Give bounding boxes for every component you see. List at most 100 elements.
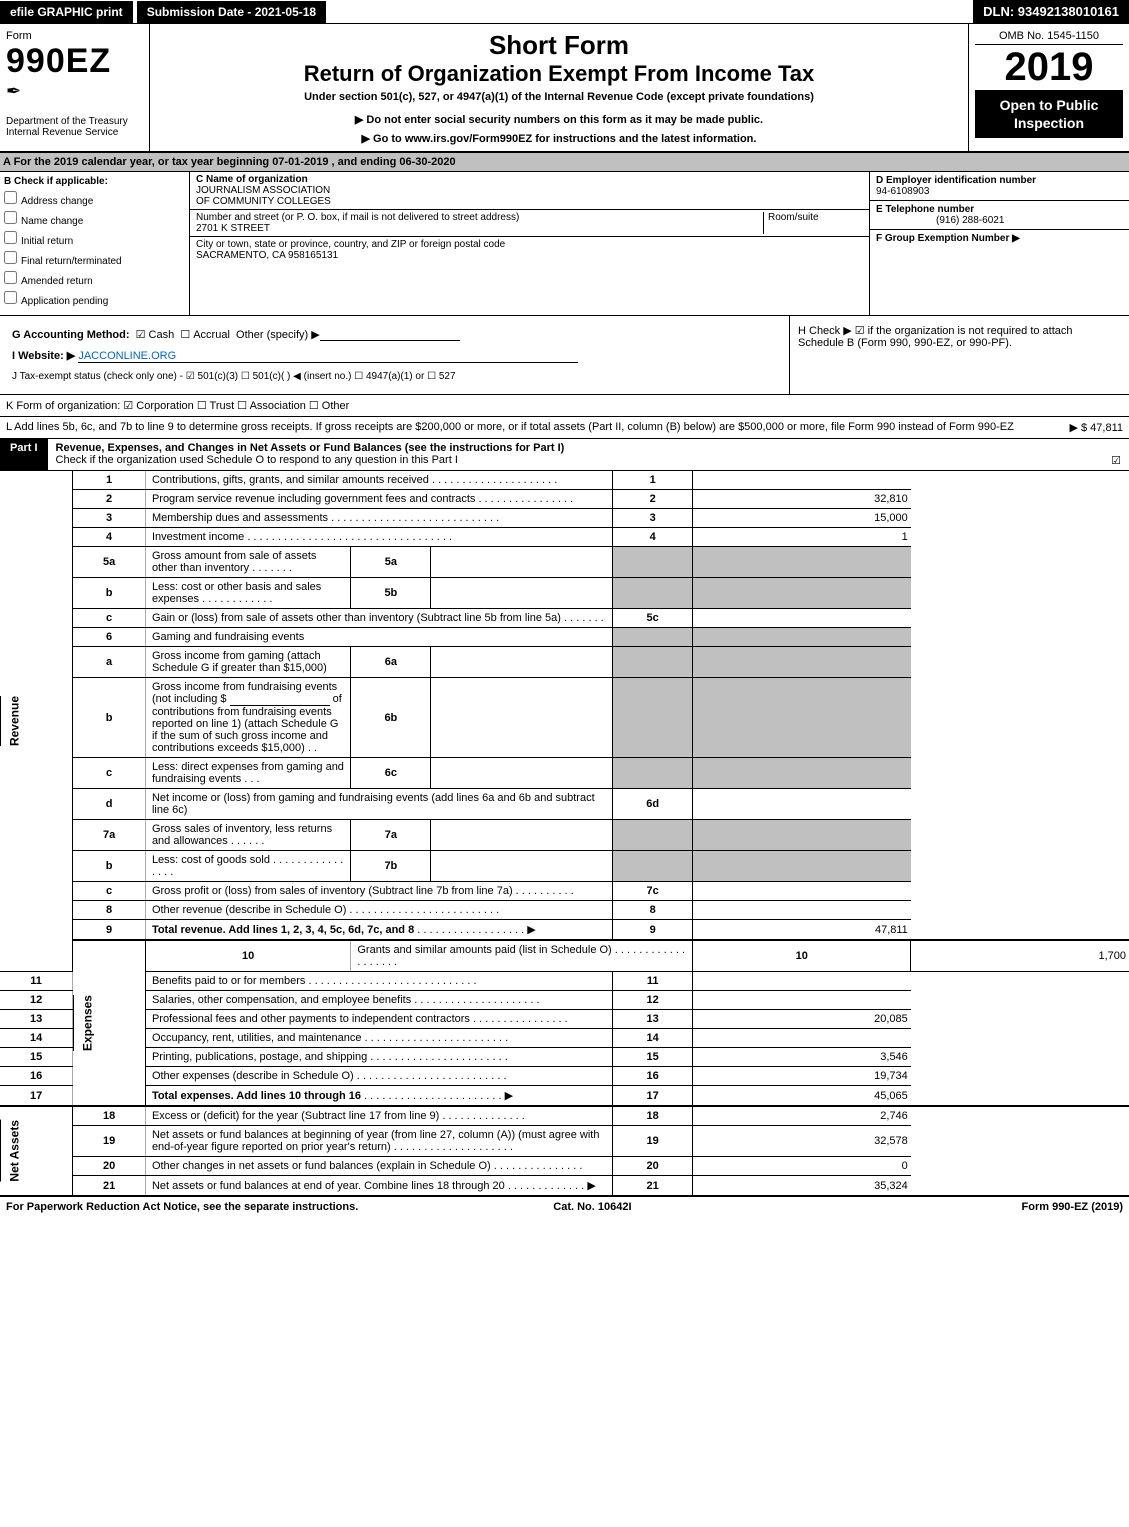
section-h-line: H Check ▶ ☑ if the organization is not r… xyxy=(789,316,1129,394)
final-return-checkbox[interactable] xyxy=(4,251,17,264)
line-num: a xyxy=(73,647,146,678)
topbar: efile GRAPHIC print Submission Date - 20… xyxy=(0,0,1129,24)
initial-return-checkbox[interactable] xyxy=(4,231,17,244)
line-rnum-shade xyxy=(613,647,693,678)
line-val xyxy=(693,609,911,628)
line-num: 20 xyxy=(73,1157,146,1176)
line-num: 12 xyxy=(0,991,73,1010)
line-rnum: 12 xyxy=(613,991,693,1010)
omb-label: OMB No. 1545-1150 xyxy=(975,30,1123,45)
line-subval xyxy=(431,547,613,578)
line-desc: Occupancy, rent, utilities, and maintena… xyxy=(152,1032,362,1044)
line-sub: 7a xyxy=(351,820,431,851)
line-desc: Gross amount from sale of assets other t… xyxy=(152,550,316,574)
section-k-line: K Form of organization: ☑ Corporation ☐ … xyxy=(0,395,1129,417)
line-rnum: 13 xyxy=(613,1010,693,1029)
line-rnum: 11 xyxy=(613,972,693,991)
open-public-badge: Open to Public Inspection xyxy=(975,90,1123,138)
line-sub: 6c xyxy=(351,758,431,789)
line-val-shade xyxy=(693,820,911,851)
line-num: 9 xyxy=(73,920,146,941)
return-title: Return of Organization Exempt From Incom… xyxy=(156,61,962,87)
footer-row: For Paperwork Reduction Act Notice, see … xyxy=(0,1197,1129,1217)
line-val: 20,085 xyxy=(693,1010,911,1029)
line-num: c xyxy=(73,882,146,901)
name-change-checkbox[interactable] xyxy=(4,211,17,224)
amended-return-checkbox[interactable] xyxy=(4,271,17,284)
line-sub: 6b xyxy=(351,678,431,758)
line-subval xyxy=(431,647,613,678)
ssn-warning: ▶ Do not enter social security numbers o… xyxy=(156,113,962,126)
line-desc: Gross income from gaming (attach Schedul… xyxy=(152,650,327,674)
line-val-shade xyxy=(693,628,911,647)
line-num: 15 xyxy=(0,1048,73,1067)
accrual-checkbox[interactable] xyxy=(180,328,193,341)
form-number: 990EZ xyxy=(6,42,143,81)
ein-value: 94-6108903 xyxy=(876,186,929,197)
line-rnum: 21 xyxy=(613,1176,693,1197)
line-rnum: 1 xyxy=(613,471,693,490)
line-num: 2 xyxy=(73,490,146,509)
line-desc: Less: direct expenses from gaming and fu… xyxy=(152,761,344,785)
line-val: 0 xyxy=(693,1157,911,1176)
cb-label: Amended return xyxy=(21,276,93,287)
part1-check-icon[interactable]: ☑ xyxy=(1111,454,1121,467)
line-desc: Other expenses (describe in Schedule O) xyxy=(152,1070,354,1082)
line-num: 17 xyxy=(0,1086,73,1107)
submission-date-button[interactable]: Submission Date - 2021-05-18 xyxy=(137,1,326,23)
accrual-label: Accrual xyxy=(193,329,230,341)
line-num: 6 xyxy=(73,628,146,647)
dept-label: Department of the Treasury xyxy=(6,116,143,127)
line-desc: Grants and similar amounts paid (list in… xyxy=(357,944,611,956)
line-rnum: 5c xyxy=(613,609,693,628)
line-sub: 6a xyxy=(351,647,431,678)
arrow-icon: ▶ xyxy=(587,1180,595,1192)
addr-change-checkbox[interactable] xyxy=(4,191,17,204)
line-desc: Gaming and fundraising events xyxy=(152,631,304,643)
website-link[interactable]: JACCONLINE.ORG xyxy=(78,350,578,363)
line-num: b xyxy=(73,851,146,882)
line-desc: Less: cost of goods sold xyxy=(152,854,270,866)
line-num: 21 xyxy=(73,1176,146,1197)
line-num: 8 xyxy=(73,901,146,920)
section-d-label: D Employer identification number xyxy=(876,175,1036,186)
line-desc: Net income or (loss) from gaming and fun… xyxy=(152,792,595,816)
line-rnum: 3 xyxy=(613,509,693,528)
cb-label: Address change xyxy=(21,196,93,207)
line-num: 3 xyxy=(73,509,146,528)
line-val-shade xyxy=(693,578,911,609)
line-desc: Total revenue. Add lines 1, 2, 3, 4, 5c,… xyxy=(152,924,414,936)
footer-catno: Cat. No. 10642I xyxy=(553,1201,631,1213)
line-val-shade xyxy=(693,851,911,882)
line-rnum-shade xyxy=(613,678,693,758)
line-val: 15,000 xyxy=(693,509,911,528)
goto-link[interactable]: ▶ Go to www.irs.gov/Form990EZ for instru… xyxy=(156,132,962,145)
line-num: c xyxy=(73,758,146,789)
line-num: 11 xyxy=(0,972,73,991)
line-rnum: 20 xyxy=(613,1157,693,1176)
footer-form: Form 990-EZ (2019) xyxy=(1022,1201,1123,1213)
line-desc: Benefits paid to or for members xyxy=(152,975,305,987)
line-num: 18 xyxy=(73,1106,146,1126)
line-desc: Printing, publications, postage, and shi… xyxy=(152,1051,367,1063)
section-f-label: F Group Exemption Number ▶ xyxy=(876,233,1020,244)
efile-print-button[interactable]: efile GRAPHIC print xyxy=(0,1,133,23)
line-val-shade xyxy=(693,547,911,578)
line-sub: 5b xyxy=(351,578,431,609)
cash-checkbox[interactable] xyxy=(136,328,149,341)
line-val-shade xyxy=(693,758,911,789)
line-val: 32,810 xyxy=(693,490,911,509)
line-num: 16 xyxy=(0,1067,73,1086)
line-val: 2,746 xyxy=(693,1106,911,1126)
cb-label: Name change xyxy=(21,216,83,227)
line-desc: Total expenses. Add lines 10 through 16 xyxy=(152,1090,361,1102)
tax-year: 2019 xyxy=(975,45,1123,90)
app-pending-checkbox[interactable] xyxy=(4,291,17,304)
city-label: City or town, state or province, country… xyxy=(196,239,505,250)
header-section-b: B Check if applicable: Address change Na… xyxy=(0,172,1129,316)
org-name-1: JOURNALISM ASSOCIATION xyxy=(196,185,330,196)
subtitle: Under section 501(c), 527, or 4947(a)(1)… xyxy=(156,91,962,103)
line-subval xyxy=(431,678,613,758)
line-val xyxy=(693,882,911,901)
section-l-text: L Add lines 5b, 6c, and 7b to line 9 to … xyxy=(6,421,1023,434)
